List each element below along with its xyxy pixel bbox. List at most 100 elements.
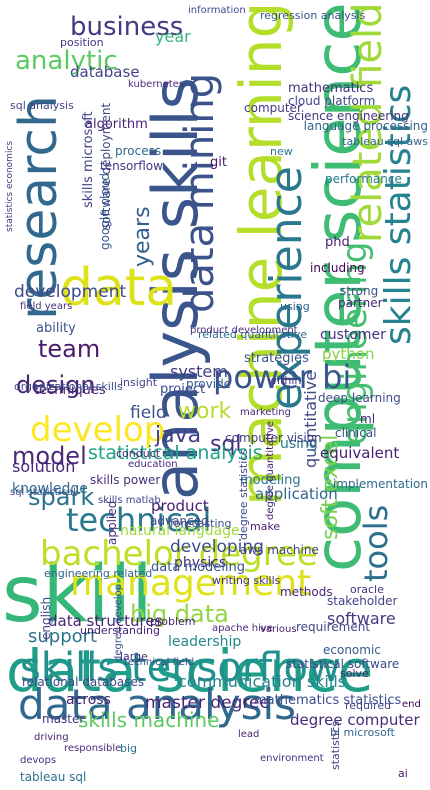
cloud-word: regression analysis [260, 9, 366, 22]
cloud-word: bachelor degree [40, 534, 318, 574]
cloud-word: relational databases [22, 675, 145, 689]
cloud-word: implementation [332, 477, 428, 491]
cloud-word: degree quantitative [265, 421, 276, 520]
cloud-word: mathematics statistics [254, 693, 402, 708]
cloud-word: tools [357, 504, 395, 582]
cloud-word: insight [120, 376, 158, 389]
cloud-word: across [66, 692, 111, 708]
cloud-word: performance [325, 172, 402, 186]
cloud-word: ability [36, 321, 76, 336]
cloud-word: science engineering [288, 109, 409, 123]
cloud-word: software [327, 609, 396, 628]
cloud-word: skills matlab [98, 495, 161, 506]
cloud-word: devops [20, 755, 57, 766]
cloud-word: phd [325, 235, 350, 250]
cloud-word: driving [34, 732, 69, 743]
cloud-word: solve [340, 667, 369, 680]
cloud-word: system [170, 362, 228, 381]
cloud-word: using [280, 300, 310, 313]
cloud-word: degree develop [113, 583, 124, 662]
cloud-word: product development [190, 325, 298, 336]
cloud-word: technical field [124, 657, 195, 668]
cloud-word: business [70, 12, 184, 42]
cloud-word: including [310, 261, 365, 275]
cloud-word: provide [186, 377, 232, 391]
cloud-word: work [178, 399, 232, 424]
cloud-word: within [268, 374, 302, 387]
cloud-word: java [155, 423, 202, 448]
cloud-word: education [128, 459, 178, 470]
cloud-word: computer [244, 101, 302, 115]
cloud-word: developing [170, 537, 264, 557]
cloud-word: knowledge [12, 481, 88, 497]
cloud-word: skills power [90, 473, 161, 487]
cloud-word: big [120, 742, 138, 755]
cloud-word: field [130, 403, 167, 423]
cloud-word: power bi [213, 358, 352, 396]
cloud-word: skills machine [78, 708, 220, 732]
cloud-word: skills tensorflow [20, 645, 341, 691]
cloud-word: statistical analysis [88, 442, 263, 464]
cloud-word: make [250, 520, 281, 533]
cloud-word: conduct [116, 447, 161, 460]
cloud-word: statistics economics [5, 140, 15, 232]
cloud-word: skills microsoft [81, 111, 96, 208]
cloud-word: bi microsoft [330, 726, 395, 739]
cloud-word: develop [30, 410, 166, 450]
cloud-word: modeling [240, 473, 301, 488]
cloud-word: tableau sql [20, 770, 87, 784]
cloud-word: data [60, 258, 178, 318]
cloud-word: ai [398, 767, 408, 780]
cloud-word: tableau sql aws [342, 135, 428, 148]
cloud-word: model [12, 442, 87, 470]
cloud-word: environment [260, 753, 324, 764]
cloud-word: engineering related [44, 567, 153, 580]
cloud-word: data mining [177, 72, 223, 313]
cloud-word: organizational skills [14, 380, 123, 393]
cloud-word: team [38, 335, 101, 363]
cloud-word: using [280, 436, 318, 452]
cloud-word: applied [105, 500, 119, 545]
cloud-word: data science [6, 637, 374, 705]
cloud-word: strong [340, 284, 379, 298]
cloud-word: mathematics [288, 81, 374, 96]
cloud-word: python [322, 345, 375, 363]
cloud-word: master degree [145, 693, 270, 713]
cloud-word: field years [20, 301, 73, 312]
cloud-word: sql analysis [10, 99, 74, 112]
cloud-word: spark [28, 483, 95, 511]
cloud-word: economic [323, 643, 381, 657]
cloud-word: software deployment [99, 102, 113, 230]
cloud-word: physics [174, 555, 227, 571]
cloud-word: analytic [15, 46, 118, 76]
cloud-word: statistical software [286, 657, 400, 671]
cloud-word: statistics [329, 720, 342, 770]
cloud-word: application [255, 485, 338, 503]
cloud-word: data analysis [18, 680, 297, 729]
cloud-word: understanding [80, 624, 160, 637]
cloud-word: data modeling [151, 560, 245, 575]
cloud-word: english [39, 596, 53, 640]
cloud-word: aws machine [240, 543, 319, 557]
cloud-word: product [151, 497, 209, 515]
cloud-word: support [28, 626, 98, 647]
cloud-word: techniques [34, 383, 106, 398]
cloud-word: writing skills [212, 574, 281, 587]
cloud-word: computer vision [225, 431, 322, 445]
cloud-word: position [60, 36, 104, 49]
cloud-word: communication skills [178, 672, 347, 691]
cloud-word: requirement [296, 620, 371, 634]
cloud-word: year [155, 27, 191, 46]
cloud-word: large [120, 650, 148, 663]
cloud-word: natural language [120, 523, 240, 539]
cloud-word: solution [12, 457, 76, 476]
cloud-word: technical [66, 501, 212, 539]
cloud-word: related quantitative [198, 328, 308, 341]
cloud-word: language processing [303, 119, 428, 133]
cloud-word: database [70, 63, 140, 81]
cloud-word: sql [210, 432, 242, 457]
cloud-word: problem [150, 615, 196, 628]
cloud-word: project [160, 382, 206, 397]
cloud-word: process [115, 144, 162, 158]
